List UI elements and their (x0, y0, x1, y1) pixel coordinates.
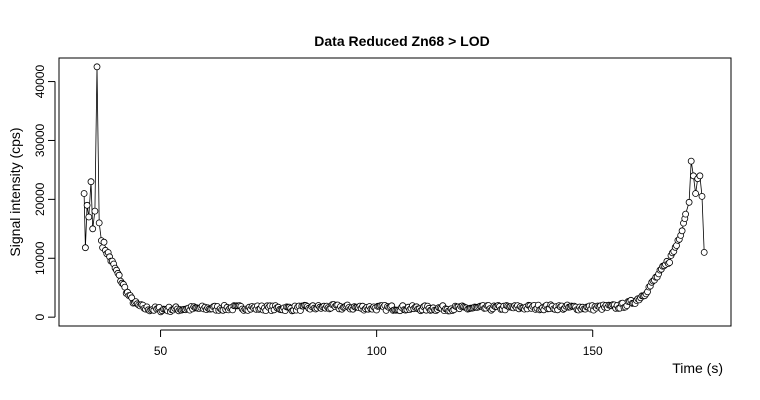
data-point (83, 201, 91, 209)
data-point (678, 227, 686, 235)
data-point (93, 63, 101, 71)
data-point (700, 248, 708, 256)
data-point (696, 172, 704, 180)
data-point (682, 210, 689, 218)
data-point (87, 178, 95, 186)
data-point (95, 219, 103, 227)
y-tick-label: 20000 (33, 182, 47, 216)
data-point (91, 207, 99, 215)
data-point (100, 238, 108, 246)
data-point (692, 190, 699, 197)
data-point (115, 271, 123, 279)
y-axis-label: Signal intensity (cps) (7, 127, 23, 256)
data-point (85, 213, 93, 221)
data-point (89, 225, 97, 233)
series-signal (80, 63, 708, 316)
x-tick-label: 150 (583, 344, 603, 358)
data-point (666, 259, 673, 266)
y-axis: 0 10000 20000 30000 40000 (33, 65, 56, 321)
data-point (80, 190, 88, 197)
y-tick-label: 30000 (33, 123, 47, 157)
plot-frame (58, 57, 732, 327)
series-line (83, 66, 705, 313)
data-point (687, 157, 695, 165)
data-point (82, 244, 89, 252)
y-tick-label: 10000 (33, 241, 47, 275)
x-tick-label: 50 (154, 344, 168, 358)
x-axis-label: Time (s) (672, 360, 723, 376)
data-point (685, 198, 693, 206)
chart-title: Data Reduced Zn68 > LOD (314, 33, 489, 49)
data-point (698, 192, 706, 200)
x-axis: 50 100 150 (154, 329, 603, 358)
y-tick-label: 40000 (33, 65, 47, 99)
y-tick-label: 0 (33, 314, 47, 321)
data-point (121, 283, 129, 291)
x-tick-label: 100 (367, 344, 387, 358)
